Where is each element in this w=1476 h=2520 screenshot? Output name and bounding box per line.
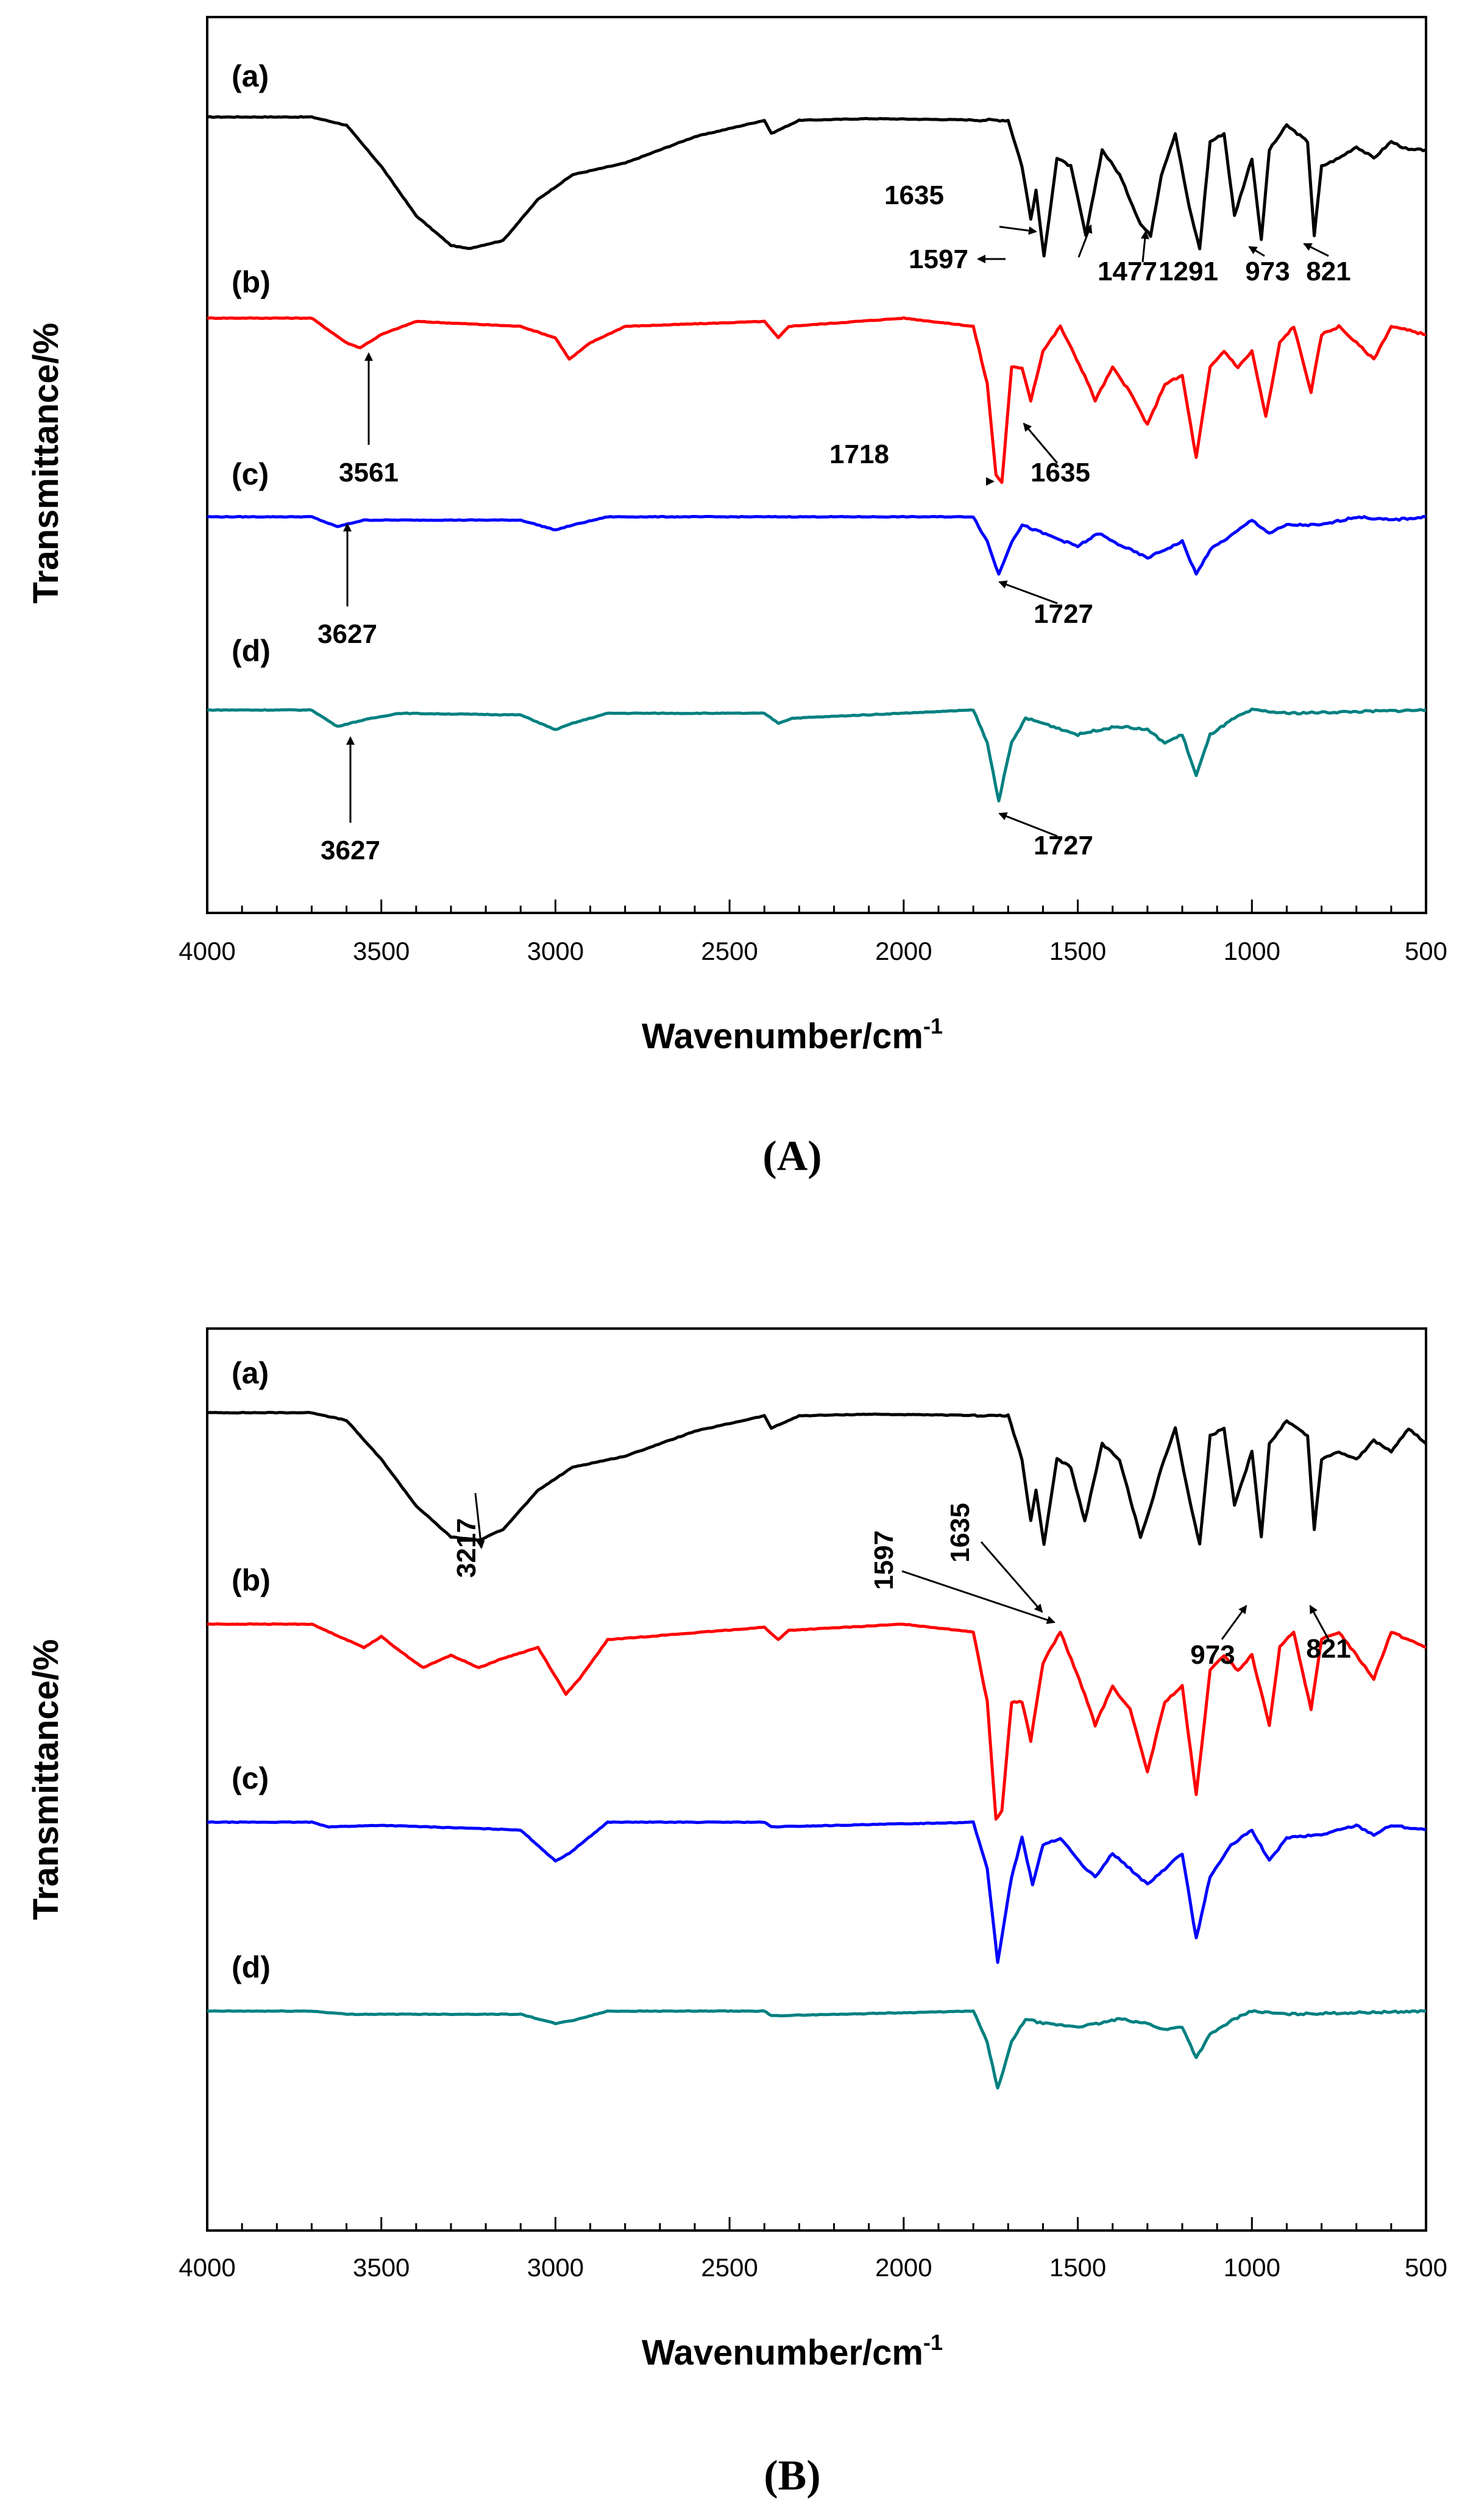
x-tick-label: 2000: [875, 937, 932, 965]
annotation-arrow: [474, 1492, 485, 1549]
x-tick-label: 2500: [701, 937, 758, 965]
annotation-label: 3217: [452, 1518, 481, 1578]
series-label-d: (d): [232, 634, 271, 668]
panel-a-xlabel: Wavenumber/cm-1: [642, 1013, 943, 1056]
annotation-arrow: [1303, 243, 1329, 257]
annotation-arrow: [1077, 224, 1093, 258]
series-label-b: (b): [232, 265, 271, 299]
panel-a: 4000 3500 3000 2500 2000 1500 1000 500 (a) (b) (c…: [26, 16, 1447, 1180]
panel-a-ticks: [206, 900, 1427, 913]
x-tick-label: 3000: [527, 937, 584, 965]
annotation-label: 973: [1245, 257, 1290, 286]
panel-b-xlabel: Wavenumber/cm-1: [642, 2330, 943, 2373]
annotation-label: 1635: [884, 180, 944, 210]
annotation-arrow: [901, 1570, 1056, 1624]
annotation-label: 1635: [1031, 458, 1090, 488]
series-line-a: [207, 1411, 1427, 1546]
series-line-b: [207, 1622, 1427, 1821]
annotation-arrow: [1023, 422, 1059, 464]
annotation-label: 1597: [869, 1530, 899, 1590]
annotation-arrow: [1248, 246, 1265, 257]
x-tick-label: 3500: [353, 937, 410, 965]
annotation-label: 1597: [909, 244, 968, 274]
panel-a-plot-frame: [206, 16, 1427, 914]
series-label-c: (c): [232, 1761, 269, 1795]
x-tick-label: 3000: [527, 2253, 584, 2282]
x-tick-label: 4000: [179, 937, 235, 965]
annotation-arrow: [1140, 230, 1149, 263]
panel-a-label: (A): [762, 1133, 821, 1180]
panel-a-ylabel: Transmittance/%: [26, 323, 66, 604]
annotation-label: 1727: [1034, 599, 1093, 629]
annotation-label: 3627: [321, 836, 380, 865]
annotation-arrow: [1221, 1605, 1247, 1640]
series-label-b: (b): [232, 1563, 271, 1597]
annotation-label: 821: [1306, 1634, 1350, 1664]
panel-a-tick-labels: 4000 3500 3000 2500 2000 1500 1000 500: [179, 937, 1447, 965]
annotation-label: 1635: [945, 1503, 975, 1563]
x-tick-label: 500: [1405, 2253, 1447, 2282]
annotation-label: 1718: [829, 439, 889, 469]
annotation-label: 973: [1190, 1640, 1235, 1670]
series-label-c: (c): [232, 457, 269, 491]
panel-b-tick-labels: 4000 3500 3000 2500 2000 1500 1000 500: [179, 2253, 1447, 2282]
x-tick-label: 4000: [179, 2253, 235, 2282]
panel-b-curve-labels: (a) (b) (c) (d): [232, 1356, 271, 1984]
x-tick-label: 500: [1405, 937, 1447, 965]
annotation-arrow: [998, 812, 1058, 837]
panel-a-curves: [207, 115, 1427, 803]
series-line-d: [207, 2009, 1427, 2090]
panel-b-label: (B): [764, 2452, 820, 2499]
annotation-label: 1291: [1158, 257, 1218, 286]
panel-a-annotations: 1635 1597 1477 1291 973 821 3561 1718 1635 3627 17…: [318, 180, 1351, 865]
series-line-b: [207, 316, 1427, 484]
series-line-c: [207, 515, 1427, 576]
annotation-arrow: [1309, 1605, 1330, 1640]
panel-b: 4000 3500 3000 2500 2000 1500 1000 500 (a) (b) (c…: [26, 1327, 1447, 2499]
annotation-label: 3561: [339, 458, 399, 488]
series-label-a: (a): [232, 59, 269, 93]
annotation-label: 1727: [1034, 831, 1093, 861]
annotation-label: 3627: [318, 619, 377, 649]
series-label-a: (a): [232, 1356, 269, 1390]
x-tick-label: 1500: [1049, 937, 1106, 965]
annotation-label: 1477: [1098, 257, 1157, 286]
x-tick-label: 1000: [1224, 937, 1280, 965]
x-tick-label: 2500: [701, 2253, 758, 2282]
series-line-c: [207, 1820, 1427, 1964]
x-tick-label: 3500: [353, 2253, 410, 2282]
panel-a-curve-labels: (a) (b) (c) (d): [232, 59, 271, 668]
x-tick-label: 2000: [875, 2253, 932, 2282]
annotation-arrow: [980, 1541, 1043, 1613]
x-tick-label: 1000: [1224, 2253, 1280, 2282]
panel-b-ticks: [206, 2217, 1427, 2231]
annotation-label: 821: [1306, 257, 1350, 286]
x-tick-label: 1500: [1049, 2253, 1106, 2282]
panel-b-plot-frame: [206, 1327, 1427, 2232]
panel-b-curves: [207, 1411, 1427, 2090]
annotation-arrow: [999, 225, 1037, 235]
series-label-d: (d): [232, 1950, 271, 1984]
panel-b-annotations: 3217 1597 1635 973 821: [452, 1492, 1351, 1670]
series-line-d: [207, 708, 1427, 803]
annotation-arrow: [998, 580, 1058, 605]
series-line-a: [207, 115, 1427, 258]
panel-b-ylabel: Transmittance/%: [26, 1639, 66, 1920]
